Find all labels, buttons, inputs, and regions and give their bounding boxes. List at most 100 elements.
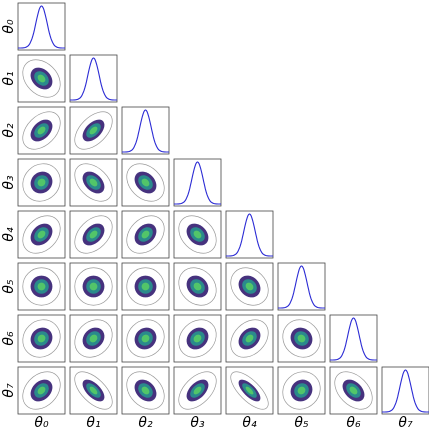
panel-frame [277,366,326,415]
outer-contour [22,371,61,410]
panel-frame [69,314,118,363]
contour-level [245,386,254,395]
contour-level [37,386,46,395]
contour-group [282,319,321,358]
y-label: θ₂ [1,123,17,138]
panel-frame [69,106,118,155]
outer-contour [126,319,165,358]
panel-frame [69,366,118,415]
contour-group [178,371,217,410]
x-label: θ₁ [86,415,100,429]
outer-contour [282,319,321,358]
panel-frame [17,366,66,415]
outer-contour [282,371,321,410]
y-label: θ₁ [1,71,17,85]
outer-contour [230,267,269,306]
contour-group [74,111,113,150]
outer-contour [74,371,113,410]
outer-contour [74,163,113,202]
contour-group [74,371,113,410]
outer-contour [22,215,61,254]
contour-group [74,319,113,358]
panel-frame [225,366,274,415]
panel-frame [69,262,118,311]
panel-frame [121,262,170,311]
outer-contour [22,163,61,202]
outer-contour [22,111,61,150]
contour-group [334,371,373,410]
x-label: θ₆ [346,415,361,429]
panel-frame [17,262,66,311]
panel-frame [173,158,222,207]
contour-level [245,282,254,291]
contour-level [193,386,202,395]
panel-frame [277,314,326,363]
contour-group [126,371,165,410]
outer-contour [22,267,61,306]
contour-group [22,215,61,254]
panel-frame [17,54,66,103]
contour-group [74,163,113,202]
y-label: θ₇ [1,383,17,398]
contour-level [141,178,150,187]
panel-frame [121,158,170,207]
panel-frame [17,158,66,207]
x-label: θ₇ [398,415,413,429]
contour-level [245,334,254,343]
panel-frame [173,210,222,259]
panel-frame [121,366,170,415]
contour-level [89,230,98,239]
contour-level [37,282,46,291]
contour-level [89,126,98,135]
panel-frame [173,262,222,311]
y-label: θ₄ [1,227,17,242]
contour-group [230,267,269,306]
y-label: θ₅ [1,279,17,294]
outer-contour [74,319,113,358]
y-label: θ₆ [1,331,17,346]
panel-frame [69,54,118,103]
x-label: θ₀ [34,415,49,429]
contour-level [141,334,150,343]
contour-group [178,215,217,254]
marginal-curve [278,265,325,309]
contour-group [126,267,165,306]
panel-frame [17,210,66,259]
contour-group [178,267,217,306]
panel-frame [225,210,274,259]
contour-level [89,334,98,343]
outer-contour [334,371,373,410]
outer-contour [22,59,61,98]
x-label: θ₃ [190,415,205,429]
outer-contour [178,319,217,358]
contour-level [141,282,150,291]
outer-contour [178,371,217,410]
panel-frame [69,158,118,207]
panel-frame [69,210,118,259]
x-label: θ₅ [294,415,309,429]
contour-group [22,371,61,410]
outer-contour [126,163,165,202]
contour-level [193,230,202,239]
marginal-curve [382,369,429,413]
contour-level [297,334,306,343]
panel-frame [17,2,66,51]
panel-frame [329,366,378,415]
panel-frame [329,314,378,363]
contour-group [74,267,113,306]
panel-frame [17,314,66,363]
marginal-curve [330,317,377,361]
contour-level [37,74,46,83]
contour-level [37,230,46,239]
contour-level [193,334,202,343]
contour-level [89,178,98,187]
outer-contour [74,215,113,254]
outer-contour [178,267,217,306]
outer-contour [22,319,61,358]
panel-frame [225,262,274,311]
outer-contour [126,215,165,254]
contour-group [22,267,61,306]
contour-group [230,319,269,358]
contour-level [349,386,358,395]
x-label: θ₄ [242,415,257,429]
